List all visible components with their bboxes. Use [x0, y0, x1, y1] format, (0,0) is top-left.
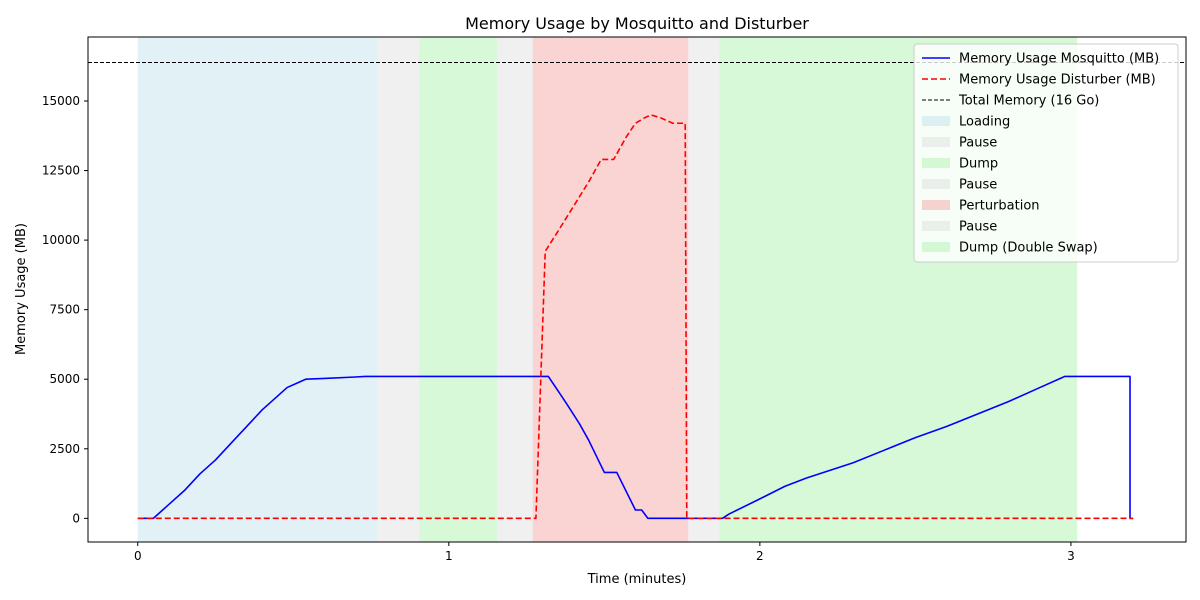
legend-label-phase-5: Pause	[959, 220, 997, 235]
phase-band-5	[688, 37, 720, 542]
y-tick-label-1: 2500	[49, 442, 80, 456]
legend-label-phase-4: Perturbation	[959, 199, 1040, 214]
legend-swatch-phase-6	[922, 242, 950, 252]
plot-frame	[87, 36, 1187, 543]
y-tick-label-2: 5000	[49, 372, 80, 386]
series-line-0	[137, 375, 1134, 520]
legend-label-series-1: Memory Usage Disturber (MB)	[959, 73, 1156, 88]
legend-box	[913, 43, 1179, 263]
legend-swatch-phase-3	[922, 179, 950, 189]
legend-label-series-0: Memory Usage Mosquitto (MB)	[959, 52, 1159, 67]
phase-band-4	[532, 37, 689, 542]
x-tick-label-0: 0	[134, 549, 142, 563]
phase-band-2	[419, 37, 498, 542]
y-tick-label-6: 15000	[42, 94, 80, 108]
legend-label-phase-0: Loading	[959, 115, 1010, 130]
y-tick-label-4: 10000	[42, 233, 80, 247]
legend-label-series-2: Total Memory (16 Go)	[958, 94, 1099, 109]
legend-swatch-phase-5	[922, 221, 950, 231]
y-tick-label-3: 7500	[49, 303, 80, 317]
series-line-1	[137, 114, 1134, 520]
legend-swatch-phase-1	[922, 137, 950, 147]
legend-swatch-phase-4	[922, 200, 950, 210]
phase-band-3	[497, 37, 533, 542]
legend-swatch-phase-0	[922, 116, 950, 126]
y-tick-label-0: 0	[72, 511, 80, 525]
x-tick-label-1: 1	[445, 549, 453, 563]
legend-label-phase-1: Pause	[959, 136, 997, 151]
x-tick-label-2: 2	[756, 549, 764, 563]
x-tick-label-3: 3	[1067, 549, 1075, 563]
legend-label-phase-6: Dump (Double Swap)	[959, 241, 1098, 256]
x-axis-label: Time (minutes)	[587, 572, 687, 587]
legend-swatch-phase-2	[922, 158, 950, 168]
phase-band-0	[137, 37, 378, 542]
legend-label-phase-2: Dump	[959, 157, 998, 172]
chart-title: Memory Usage by Mosquitto and Disturber	[465, 14, 809, 33]
y-tick-label-5: 12500	[42, 164, 80, 178]
legend-label-phase-3: Pause	[959, 178, 997, 193]
y-axis-label: Memory Usage (MB)	[14, 223, 29, 355]
legend: Memory Usage Mosquitto (MB) Memory Usage …	[913, 43, 1179, 263]
phase-band-1	[377, 37, 420, 542]
